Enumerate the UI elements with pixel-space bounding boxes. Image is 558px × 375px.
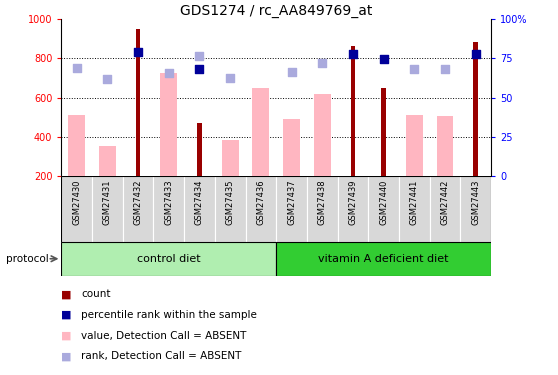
- Text: GSM27437: GSM27437: [287, 180, 296, 225]
- Text: GSM27435: GSM27435: [225, 180, 235, 225]
- Text: ■: ■: [61, 290, 72, 299]
- Text: GSM27438: GSM27438: [318, 180, 327, 225]
- Text: ■: ■: [61, 351, 72, 361]
- Bar: [184, 176, 215, 242]
- Point: [225, 75, 235, 81]
- Point: [318, 60, 327, 66]
- Bar: [314, 94, 331, 176]
- Text: GSM27443: GSM27443: [471, 180, 480, 225]
- Text: GSM27436: GSM27436: [256, 180, 266, 225]
- Point: [379, 56, 388, 62]
- Point: [348, 51, 358, 57]
- Text: count: count: [81, 290, 110, 299]
- Bar: [350, 46, 355, 176]
- Bar: [61, 242, 276, 276]
- Text: GSM27441: GSM27441: [410, 180, 419, 225]
- Bar: [338, 176, 368, 242]
- Bar: [61, 176, 92, 242]
- Text: GSM27432: GSM27432: [133, 180, 143, 225]
- Point: [195, 66, 204, 72]
- Bar: [215, 176, 246, 242]
- Bar: [399, 176, 430, 242]
- Point: [410, 66, 418, 72]
- Bar: [307, 176, 338, 242]
- Point: [441, 66, 450, 72]
- Bar: [436, 116, 454, 176]
- Point: [287, 69, 296, 75]
- Bar: [92, 176, 123, 242]
- Bar: [123, 176, 153, 242]
- Point: [103, 76, 112, 82]
- Text: ■: ■: [61, 331, 72, 340]
- Point: [73, 65, 81, 71]
- Point: [195, 53, 204, 59]
- Bar: [283, 119, 300, 176]
- Point: [471, 51, 480, 57]
- Text: GSM27433: GSM27433: [164, 180, 174, 225]
- Bar: [381, 88, 386, 176]
- Text: GSM27439: GSM27439: [348, 180, 358, 225]
- Bar: [252, 88, 270, 176]
- Bar: [368, 176, 399, 242]
- Text: percentile rank within the sample: percentile rank within the sample: [81, 310, 257, 320]
- Bar: [160, 73, 177, 176]
- Bar: [276, 176, 307, 242]
- Bar: [406, 115, 423, 176]
- Point: [165, 70, 174, 76]
- Bar: [246, 176, 276, 242]
- Bar: [430, 176, 460, 242]
- Title: GDS1274 / rc_AA849769_at: GDS1274 / rc_AA849769_at: [180, 4, 372, 18]
- Text: protocol: protocol: [6, 254, 49, 264]
- Text: vitamin A deficient diet: vitamin A deficient diet: [319, 254, 449, 264]
- Point: [134, 49, 143, 55]
- Text: GSM27431: GSM27431: [103, 180, 112, 225]
- Text: value, Detection Call = ABSENT: value, Detection Call = ABSENT: [81, 331, 246, 340]
- Bar: [222, 140, 239, 176]
- Bar: [99, 146, 116, 176]
- Text: GSM27442: GSM27442: [440, 180, 450, 225]
- Bar: [197, 123, 202, 176]
- Bar: [68, 115, 85, 176]
- Bar: [136, 28, 141, 176]
- Text: GSM27434: GSM27434: [195, 180, 204, 225]
- Bar: [460, 176, 491, 242]
- Bar: [276, 242, 491, 276]
- Text: GSM27440: GSM27440: [379, 180, 388, 225]
- Bar: [473, 42, 478, 176]
- Text: control diet: control diet: [137, 254, 201, 264]
- Text: ■: ■: [61, 310, 72, 320]
- Bar: [153, 176, 184, 242]
- Text: GSM27430: GSM27430: [72, 180, 81, 225]
- Text: rank, Detection Call = ABSENT: rank, Detection Call = ABSENT: [81, 351, 241, 361]
